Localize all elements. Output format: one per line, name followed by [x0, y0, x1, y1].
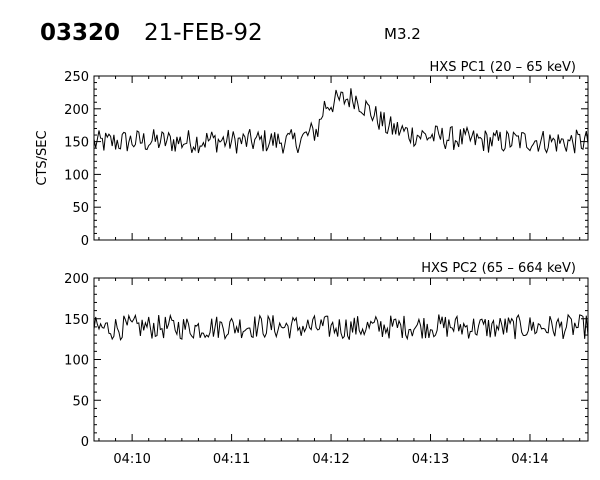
x-tick-label: 04:13 — [412, 452, 449, 467]
y-tick-label: 100 — [64, 354, 89, 369]
series-line — [93, 88, 589, 154]
event-date: 21-FEB-92 — [144, 20, 263, 46]
panel-pc1: HXS PC1 (20 – 65 keV) CTS/SEC 0 50 100 150 2… — [35, 60, 589, 249]
x-tick-label: 04:11 — [213, 452, 250, 467]
x-tick-label: 04:14 — [511, 452, 548, 467]
y-axis-ticks: 0 50 100 150 200 — [64, 272, 588, 450]
y-tick-label: 150 — [64, 313, 89, 328]
plot-frame — [93, 277, 589, 442]
plot-frame — [93, 75, 589, 241]
y-tick-label: 150 — [64, 136, 89, 151]
x-axis-tick-labels: 04:10 04:11 04:12 04:13 04:14 — [113, 452, 548, 467]
x-axis-ticks — [98, 76, 581, 240]
panel-pc2: HXS PC2 (65 – 664 keV) 0 50 100 150 200 04:1… — [64, 261, 589, 467]
panel-title: HXS PC1 (20 – 65 keV) — [430, 60, 576, 75]
series-line — [93, 313, 589, 342]
y-axis-ticks: 0 50 100 150 200 250 — [64, 70, 588, 249]
y-tick-label: 200 — [64, 103, 89, 118]
flare-class: M3.2 — [384, 25, 421, 43]
y-tick-label: 100 — [64, 168, 89, 183]
x-tick-label: 04:12 — [312, 452, 349, 467]
event-id: 03320 — [40, 20, 120, 46]
y-tick-label: 200 — [64, 272, 89, 287]
panel-title: HXS PC2 (65 – 664 keV) — [421, 261, 576, 276]
y-tick-label: 0 — [81, 234, 89, 249]
x-tick-label: 04:10 — [113, 452, 150, 467]
y-tick-label: 50 — [72, 201, 89, 216]
y-axis-label: CTS/SEC — [35, 130, 50, 185]
x-axis-ticks — [98, 278, 581, 441]
y-tick-label: 50 — [72, 394, 89, 409]
y-tick-label: 0 — [81, 435, 89, 450]
y-tick-label: 250 — [64, 70, 89, 85]
